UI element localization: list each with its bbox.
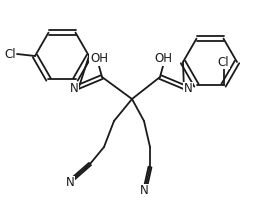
Text: N: N	[140, 184, 148, 197]
Text: N: N	[66, 176, 74, 190]
Text: Cl: Cl	[218, 56, 229, 69]
Text: OH: OH	[90, 52, 108, 65]
Text: N: N	[70, 82, 78, 95]
Text: Cl: Cl	[4, 48, 16, 61]
Text: OH: OH	[154, 52, 172, 65]
Text: N: N	[184, 82, 192, 95]
